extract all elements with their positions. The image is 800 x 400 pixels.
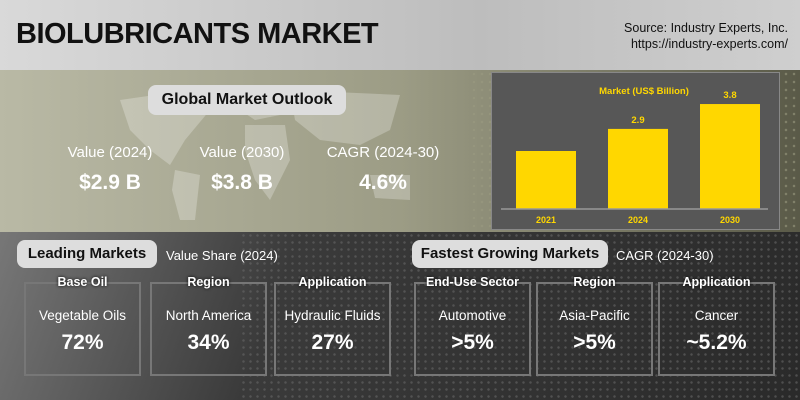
global-market-outlook-title: Global Market Outlook bbox=[148, 85, 346, 115]
data-label: 3.8 bbox=[723, 90, 736, 101]
box-name: Asia-Pacific bbox=[559, 308, 630, 323]
header: BIOLUBRICANTS MARKET Source: Industry Ex… bbox=[0, 0, 800, 70]
box-header: Application bbox=[298, 275, 367, 289]
kpi-value: $2.9 B bbox=[79, 171, 141, 194]
kpi-label: Value (2024) bbox=[67, 144, 153, 161]
fastest-growing-subtitle: CAGR (2024-30) bbox=[616, 248, 714, 263]
source-link[interactable]: https://industry-experts.com/ bbox=[630, 37, 788, 51]
kpi-label: Value (2030) bbox=[199, 144, 285, 161]
box-name: Automotive bbox=[438, 308, 507, 323]
leading-box-region: Region North America 34% bbox=[150, 275, 267, 376]
leading-markets-title: Leading Markets bbox=[17, 240, 157, 268]
market-bar-chart: Market (US$ Billion) 2021 2.9 2024 3.8 2030 bbox=[491, 72, 780, 230]
box-value: 34% bbox=[187, 331, 230, 354]
chart-title: Market (US$ Billion) bbox=[599, 86, 689, 97]
x-tick-label: 2030 bbox=[720, 215, 740, 225]
box-value: >5% bbox=[451, 331, 494, 354]
bar-2021 bbox=[516, 151, 576, 209]
box-value: ~5.2% bbox=[686, 331, 747, 354]
box-name: North America bbox=[165, 308, 252, 323]
fastest-growing-title: Fastest Growing Markets bbox=[412, 240, 608, 268]
kpi-value: 4.6% bbox=[359, 171, 407, 194]
chart-svg: Market (US$ Billion) 2021 2.9 2024 3.8 2030 bbox=[501, 86, 768, 225]
source-label: Source: Industry Experts, Inc. bbox=[624, 21, 788, 35]
box-header: Region bbox=[187, 275, 230, 289]
box-value: 72% bbox=[61, 331, 104, 354]
box-name: Vegetable Oils bbox=[38, 308, 127, 323]
kpi-label: CAGR (2024-30) bbox=[326, 144, 440, 161]
box-header: End-Use Sector bbox=[425, 275, 520, 289]
x-tick-label: 2024 bbox=[628, 215, 648, 225]
box-value: >5% bbox=[573, 331, 616, 354]
source-info: Source: Industry Experts, Inc. https://i… bbox=[624, 20, 788, 52]
box-value: 27% bbox=[311, 331, 354, 354]
leading-markets-subtitle: Value Share (2024) bbox=[166, 248, 278, 263]
kpi-value: $3.8 B bbox=[211, 171, 273, 194]
data-label: 2.9 bbox=[631, 115, 644, 126]
fastest-box-application: Application Cancer ~5.2% bbox=[658, 275, 775, 376]
bar-2030 bbox=[700, 104, 760, 209]
kpi-cagr: CAGR (2024-30) 4.6% bbox=[318, 144, 448, 195]
fastest-box-region: Region Asia-Pacific >5% bbox=[536, 275, 653, 376]
x-tick-label: 2021 bbox=[536, 215, 556, 225]
fastest-box-end-use: End-Use Sector Automotive >5% bbox=[414, 275, 531, 376]
bar-2024 bbox=[608, 128, 668, 209]
page-title: BIOLUBRICANTS MARKET bbox=[16, 18, 379, 50]
box-header: Application bbox=[682, 275, 751, 289]
kpi-value-2030: Value (2030) $3.8 B bbox=[177, 144, 307, 195]
leading-box-base-oil: Base Oil Vegetable Oils 72% bbox=[24, 275, 141, 376]
leading-box-application: Application Hydraulic Fluids 27% bbox=[274, 275, 391, 376]
box-name: Hydraulic Fluids bbox=[284, 308, 381, 323]
box-header: Base Oil bbox=[57, 275, 108, 289]
box-name: Cancer bbox=[694, 308, 739, 323]
kpi-value-2024: Value (2024) $2.9 B bbox=[45, 144, 175, 195]
box-header: Region bbox=[573, 275, 616, 289]
